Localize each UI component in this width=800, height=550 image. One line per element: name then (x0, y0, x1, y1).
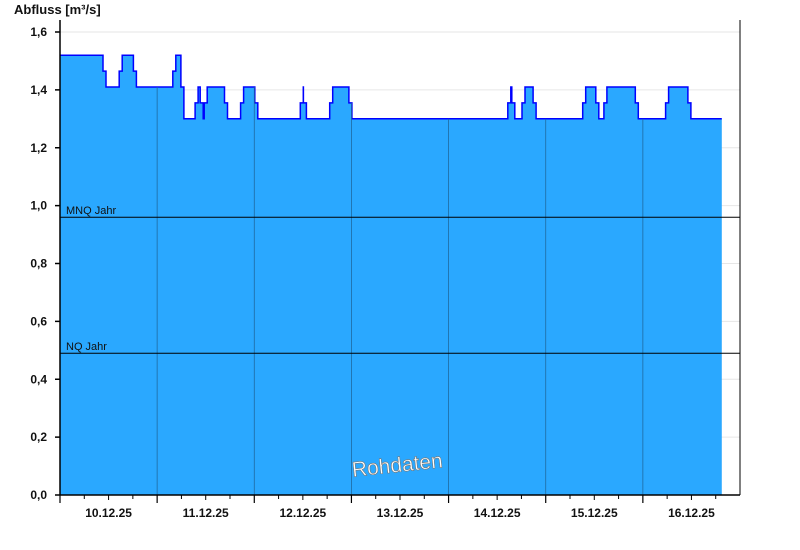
reference-line-label: MNQ Jahr (66, 205, 116, 217)
discharge-line (60, 54, 722, 120)
x-tick-label: 13.12.25 (377, 506, 424, 520)
x-tick-label: 15.12.25 (571, 506, 618, 520)
reference-line-label: NQ Jahr (66, 341, 107, 353)
y-tick-label: 0,8 (30, 257, 47, 271)
x-tick-label: 16.12.25 (668, 506, 715, 520)
y-tick-label: 0,2 (30, 430, 47, 444)
discharge-area (60, 55, 722, 495)
y-tick-label: 1,6 (30, 25, 47, 39)
y-tick-label: 1,4 (30, 83, 47, 97)
y-tick-label: 1,2 (30, 141, 47, 155)
y-axis-label: Abfluss [m³/s] (14, 2, 101, 17)
y-tick-label: 0,6 (30, 314, 47, 328)
reference-lines: MNQ Jahr NQ Jahr (60, 205, 740, 354)
x-tick-label: 14.12.25 (474, 506, 521, 520)
axes: 0,0 0,2 0,4 0,6 0,8 1,0 1,2 1,4 1,6 10.12.25 11.12… (30, 20, 741, 520)
y-tick-label: 0,4 (30, 372, 47, 386)
y-tick-label: 0,0 (30, 488, 47, 502)
y-tick-label: 1,0 (30, 199, 47, 213)
day-gridlines (156, 86, 644, 495)
x-tick-label: 10.12.25 (85, 506, 132, 520)
x-tick-label: 11.12.25 (183, 506, 229, 520)
x-tick-label: 12.12.25 (279, 506, 326, 520)
